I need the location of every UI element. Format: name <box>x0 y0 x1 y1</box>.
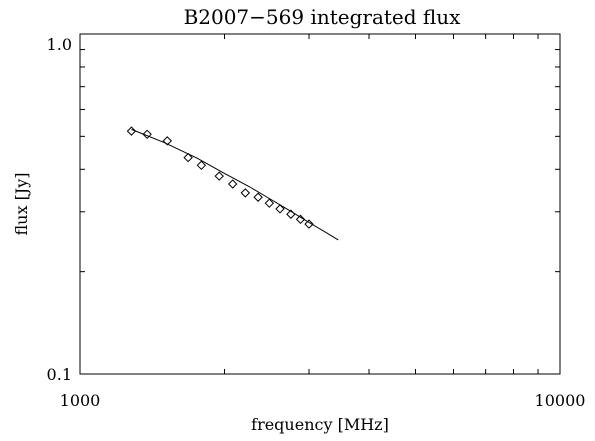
data-point-12 <box>295 214 306 225</box>
data-markers <box>126 126 314 229</box>
y-tick-label-1.0: 1.0 <box>47 35 72 54</box>
data-point-3 <box>183 152 193 163</box>
data-point-10 <box>275 204 285 214</box>
chart-title: B2007−569 integrated flux <box>184 5 462 29</box>
data-point-8 <box>253 192 263 202</box>
data-point-5 <box>214 171 224 181</box>
plot-frame <box>79 33 561 375</box>
data-point-4 <box>196 160 207 171</box>
data-point-7 <box>240 188 251 198</box>
x-tick-label-10000: 10000 <box>535 391 586 410</box>
data-point-1 <box>142 129 152 140</box>
y-axis-ticks <box>80 33 560 375</box>
data-point-13 <box>304 219 314 229</box>
data-point-0 <box>126 126 137 136</box>
x-axis-ticks <box>79 34 561 374</box>
x-axis-label: frequency [MHz] <box>251 415 389 434</box>
data-point-9 <box>264 198 275 208</box>
y-axis-label: flux [Jy] <box>12 172 31 235</box>
fit-line <box>131 128 339 241</box>
data-point-6 <box>227 179 238 189</box>
data-point-11 <box>286 209 296 219</box>
x-tick-label-1000: 1000 <box>60 391 101 410</box>
y-tick-label-0.1: 0.1 <box>47 365 72 384</box>
data-point-2 <box>162 136 172 146</box>
